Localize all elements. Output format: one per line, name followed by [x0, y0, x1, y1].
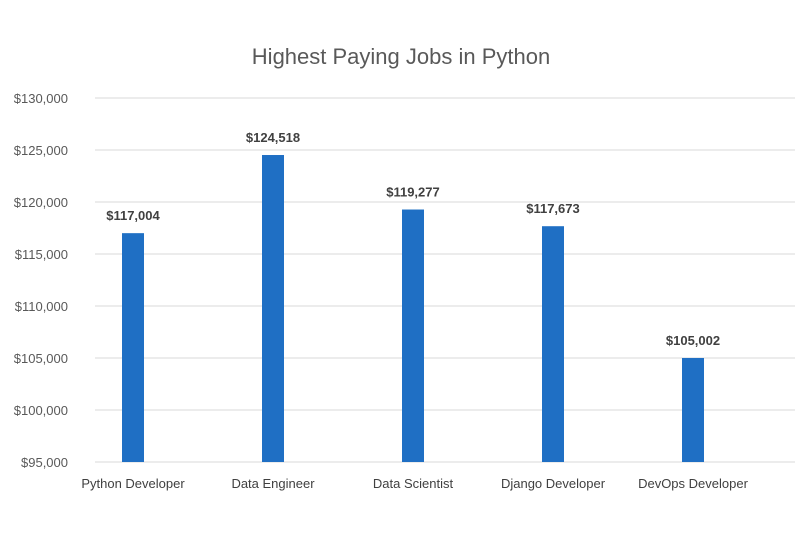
bar	[402, 209, 424, 462]
y-tick-label: $105,000	[14, 351, 68, 366]
gridlines	[95, 97, 795, 463]
y-tick-label: $115,000	[15, 247, 68, 262]
x-tick-label: Django Developer	[501, 476, 606, 491]
x-tick-label: Data Engineer	[231, 476, 315, 491]
x-tick-label: Python Developer	[81, 476, 185, 491]
x-axis-tick-labels: Python Developer Data Engineer Data Scient…	[81, 476, 748, 491]
y-tick-label: $100,000	[14, 403, 68, 418]
data-labels: $117,004 $124,518 $119,277 $117,673 $105,002	[106, 130, 720, 348]
y-tick-label: $95,000	[21, 455, 68, 470]
y-axis-tick-labels: $95,000 $100,000 $105,000 $110,000 $115,000 $…	[14, 91, 68, 470]
bar	[542, 226, 564, 462]
bars	[122, 155, 704, 462]
data-label: $124,518	[246, 130, 300, 145]
data-label: $119,277	[386, 185, 440, 200]
y-tick-label: $130,000	[14, 91, 68, 106]
y-tick-label: $110,000	[15, 299, 68, 314]
bar	[262, 155, 284, 462]
x-tick-label: Data Scientist	[373, 476, 454, 491]
data-label: $105,002	[666, 333, 720, 348]
data-label: $117,004	[106, 208, 160, 223]
y-tick-label: $120,000	[14, 195, 68, 210]
bar	[122, 233, 144, 462]
bar	[682, 357, 704, 462]
x-tick-label: DevOps Developer	[638, 476, 748, 491]
chart-title: Highest Paying Jobs in Python	[252, 44, 550, 69]
data-label: $117,673	[526, 201, 580, 216]
y-tick-label: $125,000	[14, 143, 68, 158]
